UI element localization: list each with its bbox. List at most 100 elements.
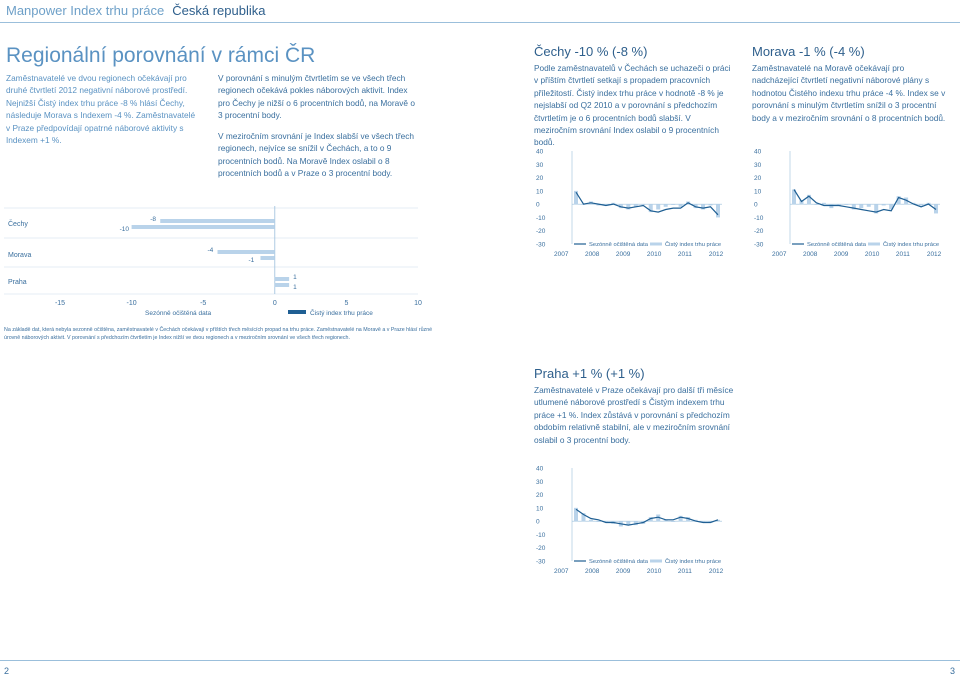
x-tick-label: 2011 — [896, 251, 910, 258]
net-index-bar — [581, 513, 586, 522]
y-tick-label: 10 — [754, 188, 762, 195]
legend-seasonal-label: Sezónně očištěná data — [145, 310, 212, 317]
region-label: Čechy — [8, 219, 28, 228]
net-index-bar — [618, 204, 623, 209]
regional-bar-chart: Čechy -8 -10 Morava -4 -1 Praha 1 1 -15 -10 -5 0 5 10 S… — [4, 206, 422, 317]
net-index-bar — [648, 204, 653, 213]
net-index-bar — [671, 204, 676, 205]
y-tick-label: 10 — [536, 505, 544, 512]
footnote: Na základě dat, která nebyla sezonně oči… — [4, 327, 433, 341]
legend-seasonal-label: Sezónně očištěná data — [807, 242, 867, 248]
net-index-bar — [814, 204, 819, 205]
x-tick-label: 2011 — [678, 251, 692, 258]
net-bar-label: -10 — [120, 226, 130, 233]
net-index-bar — [611, 202, 616, 205]
seasonal-bar — [217, 250, 275, 254]
header-rule — [0, 22, 960, 23]
praha-heading: Praha +1 % (+1 %) — [534, 366, 645, 381]
lead-paragraph: Zaměstnavatelé ve dvou regionech očekáva… — [6, 73, 196, 146]
seasonal-line — [793, 189, 937, 213]
net-index-bar — [603, 204, 608, 205]
praha-text: Zaměstnavatelé v Praze očekávají pro dal… — [534, 385, 734, 445]
y-tick-label: -30 — [754, 242, 764, 249]
net-index-bar — [633, 204, 638, 207]
net-index-bar — [603, 521, 608, 522]
country-name: Česká republika — [172, 3, 266, 18]
net-index-bar — [663, 519, 668, 522]
net-index-bar — [829, 204, 834, 209]
net-index-bar — [881, 204, 886, 206]
net-bar — [260, 256, 275, 260]
x-tick-label: 10 — [414, 300, 422, 307]
net-index-bar — [806, 194, 811, 205]
x-tick-label: 2009 — [616, 568, 631, 575]
net-index-bar — [821, 202, 826, 205]
x-tick-label: 2010 — [647, 251, 662, 258]
y-tick-label: 0 — [536, 519, 540, 526]
net-index-bar — [596, 521, 601, 522]
x-tick-label: 2012 — [927, 251, 942, 258]
seasonal-bar-label: 1 — [293, 274, 297, 281]
net-index-bar — [686, 517, 691, 522]
net-index-bar — [596, 204, 601, 206]
x-tick-label: 2007 — [554, 568, 569, 575]
net-index-bar — [641, 204, 646, 205]
net-index-bar — [574, 507, 578, 522]
x-tick-label: -15 — [55, 300, 65, 307]
x-tick-label: -10 — [127, 300, 137, 307]
page-header: Manpower Index trhu práce Česká republika — [0, 0, 960, 22]
morava-text: Zaměstnavatelé na Moravě očekávají pro n… — [752, 63, 946, 123]
x-tick-label: 2008 — [803, 251, 818, 258]
seasonal-bar — [160, 219, 275, 223]
net-index-bar — [626, 204, 631, 210]
x-tick-label: 2008 — [585, 251, 600, 258]
net-index-bar — [792, 189, 796, 205]
publication-title: Manpower Index trhu práce — [6, 3, 165, 18]
y-tick-label: -20 — [536, 228, 546, 235]
net-index-bar — [701, 204, 706, 210]
x-tick-label: 0 — [273, 300, 277, 307]
y-tick-label: 30 — [754, 162, 762, 169]
net-index-bar — [844, 204, 849, 205]
morava-heading: Morava -1 % (-4 %) — [752, 44, 865, 59]
x-tick-label: 2007 — [772, 251, 787, 258]
header-title: Manpower Index trhu práce Česká republika — [6, 3, 265, 18]
net-bar-label: -1 — [248, 257, 254, 264]
x-tick-label: 2009 — [834, 251, 849, 258]
net-index-bar — [889, 204, 894, 210]
net-index-bar — [866, 204, 871, 207]
net-index-bar — [708, 521, 713, 523]
y-tick-label: 20 — [536, 492, 544, 499]
x-tick-label: 2012 — [709, 568, 724, 575]
y-tick-label: -10 — [754, 215, 764, 222]
seasonal-bar-label: -8 — [150, 216, 156, 223]
y-tick-label: 20 — [754, 175, 762, 182]
legend-net-label: Čistý index trhu práce — [310, 308, 373, 317]
cechy-text: Podle zaměstnavatelů v Čechách se uchaze… — [534, 63, 731, 148]
legend-net-label: Čistý index trhu práce — [665, 558, 721, 565]
legend-net-swatch — [868, 242, 880, 246]
x-tick-label: 2011 — [678, 568, 692, 575]
net-bar — [131, 225, 275, 229]
x-tick-label: -5 — [200, 300, 206, 307]
y-tick-label: 20 — [536, 175, 544, 182]
y-tick-label: 30 — [536, 479, 544, 486]
net-index-bar — [716, 519, 720, 522]
net-index-bar — [896, 196, 901, 205]
year-comparison-paragraph: V meziročním srovnání je Index slabší ve… — [218, 131, 414, 179]
seasonal-line — [575, 191, 719, 216]
x-tick-label: 2010 — [865, 251, 880, 258]
footer-rule — [0, 660, 960, 661]
x-tick-label: 2007 — [554, 251, 569, 258]
y-tick-label: 30 — [536, 162, 544, 169]
legend-net-swatch — [650, 559, 662, 563]
quarter-comparison-paragraph: V porovnání s minulým čtvrtletím se ve v… — [218, 73, 415, 121]
region-label: Praha — [8, 279, 27, 286]
net-index-bar — [663, 204, 668, 207]
seasonal-line — [575, 508, 719, 526]
net-index-bar — [678, 515, 683, 522]
legend-net-label: Čistý index trhu práce — [665, 241, 721, 248]
section-title: Regionální porovnání v rámci ČR — [6, 44, 316, 67]
